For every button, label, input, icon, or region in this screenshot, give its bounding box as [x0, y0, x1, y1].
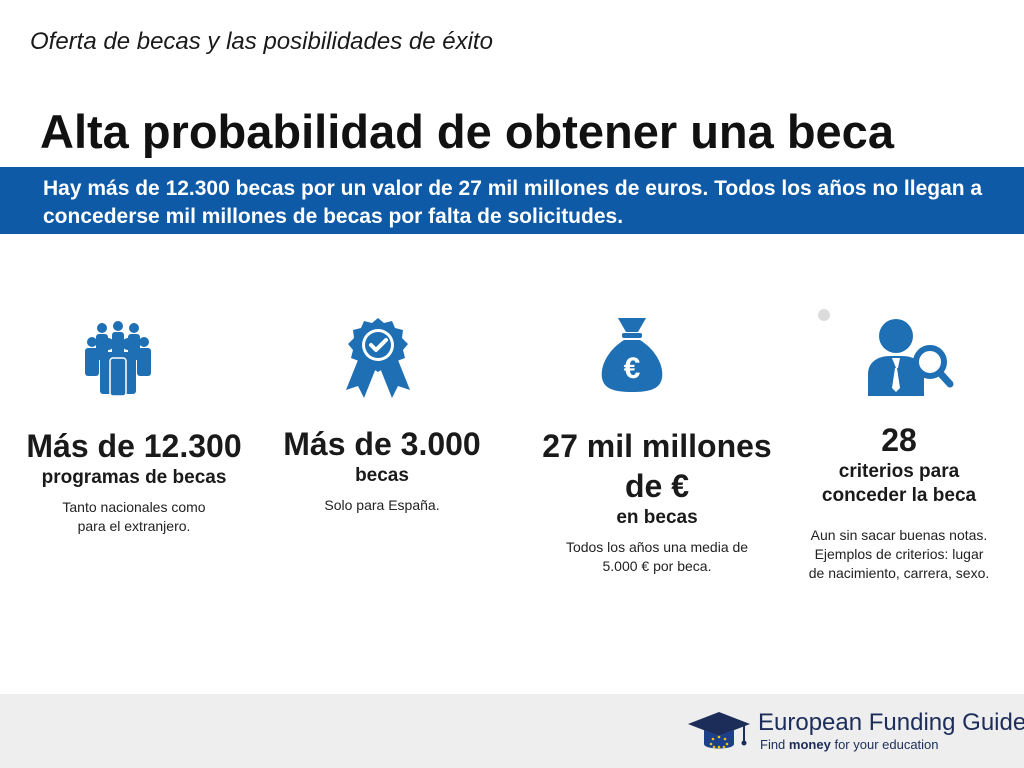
stat-headline: Más de 12.300 [26, 428, 242, 464]
logo-tagline: Find money for your education [760, 737, 939, 752]
stat-note: Aun sin sacar buenas notas. Ejemplos de … [808, 527, 990, 581]
stat-criteria: 28 criterios para conceder la beca Aun s… [788, 420, 1010, 583]
stat-caption: programas de becas [41, 467, 227, 488]
stat-caption: en becas [616, 507, 698, 528]
person-search-icon [862, 314, 954, 403]
people-group-icon [78, 318, 158, 403]
stat-grants-spain: Más de 3.000 becas Solo para España. [272, 424, 492, 515]
stat-caption: criterios para conceder la beca [821, 461, 977, 506]
stat-total-value: 27 mil millones de € en becas Todos los … [522, 426, 792, 576]
award-ribbon-icon [342, 316, 414, 405]
info-banner: Hay más de 12.300 becas por un valor de … [0, 167, 1024, 234]
slide-subtitle: Oferta de becas y las posibilidades de é… [30, 28, 493, 55]
svg-text:€: € [624, 352, 641, 385]
stat-headline: 28 [881, 422, 917, 458]
logo-name: European Funding Guide [758, 709, 1024, 736]
stat-headline: 27 mil millones de € [542, 428, 772, 504]
stat-note: Solo para España. [324, 497, 440, 513]
money-bag-euro-icon: € [598, 314, 666, 399]
decorative-dot [818, 309, 830, 321]
stat-note: Tanto nacionales como para el extranjero… [62, 499, 206, 534]
stat-programs: Más de 12.300 programas de becas Tanto n… [14, 426, 254, 536]
graduation-cap-eu-logo-icon [686, 710, 752, 761]
footer: European Funding Guide Find money for yo… [0, 694, 1024, 768]
stat-headline: Más de 3.000 [283, 426, 481, 462]
stat-note: Todos los años una media de 5.000 € por … [565, 539, 749, 574]
stat-caption: becas [355, 465, 409, 486]
banner-text: Hay más de 12.300 becas por un valor de … [43, 177, 983, 228]
page-title: Alta probabilidad de obtener una beca [40, 105, 894, 158]
